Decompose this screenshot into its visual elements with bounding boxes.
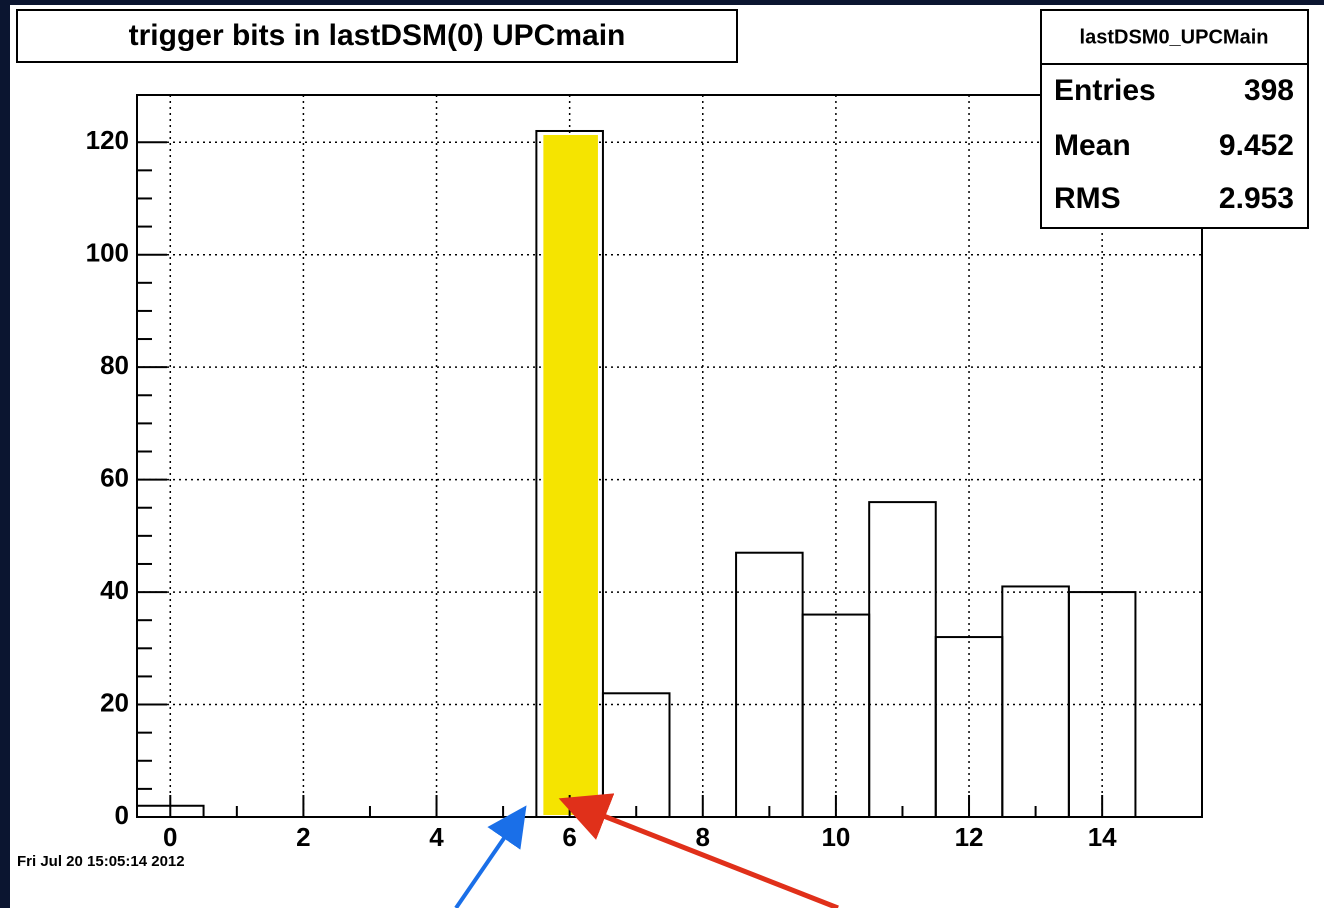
title-box — [16, 9, 738, 63]
plot-area: 0 2 4 6 8 10 12 14 0 20 40 60 80 100 120 — [86, 94, 1203, 852]
x-tick-label: 4 — [429, 822, 444, 852]
stats-label: Entries — [1054, 74, 1156, 107]
y-tick-label: 40 — [100, 575, 129, 605]
x-tick-label: 0 — [163, 822, 177, 852]
y-tick-label: 80 — [100, 350, 129, 380]
stats-title: lastDSM0_UPCMain — [1080, 26, 1269, 48]
y-tick-label: 120 — [86, 125, 129, 155]
x-tick-label: 10 — [821, 822, 850, 852]
stats-frame — [1040, 9, 1309, 229]
stats-value: 398 — [1244, 74, 1294, 107]
y-tick-label: 0 — [115, 800, 129, 830]
timestamp: Fri Jul 20 15:05:14 2012 — [17, 853, 185, 870]
x-tick-label: 2 — [296, 822, 310, 852]
highlight-fill — [543, 134, 598, 815]
stats-label: Mean — [1054, 129, 1131, 162]
x-tick-label: 14 — [1088, 822, 1117, 852]
y-tick-label: 20 — [100, 687, 129, 717]
y-tick-label: 60 — [100, 462, 129, 492]
annotation-arrow — [454, 805, 527, 908]
chart-title: trigger bits in lastDSM(0) UPCmain — [129, 19, 626, 52]
stats-value: 2.953 — [1219, 182, 1294, 215]
stats-value: 9.452 — [1219, 129, 1294, 162]
x-tick-label: 6 — [562, 822, 576, 852]
x-tick-label: 8 — [696, 822, 710, 852]
stats-box: lastDSM0_UPCMain Entries 398 Mean 9.452 … — [1040, 9, 1309, 229]
x-tick-label: 12 — [955, 822, 984, 852]
annotation-arrow — [558, 793, 839, 908]
y-tick-label: 100 — [86, 238, 129, 268]
stats-label: RMS — [1054, 182, 1121, 215]
